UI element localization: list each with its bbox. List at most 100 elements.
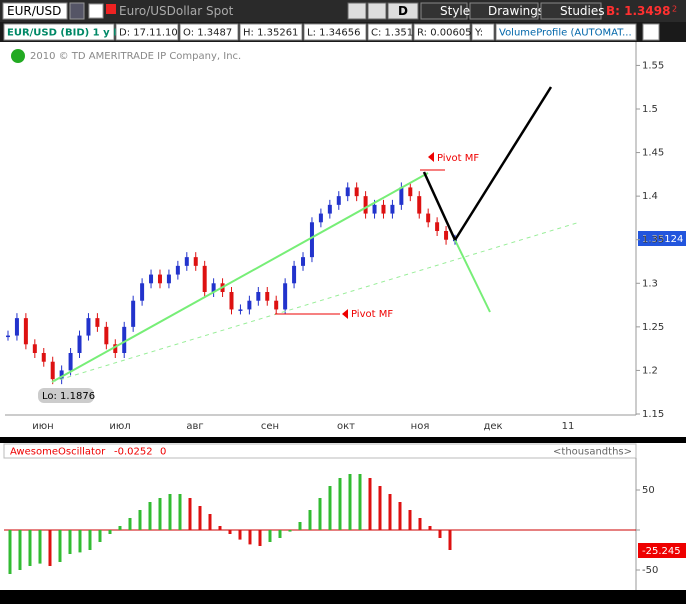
- oscillator-panel: [0, 443, 686, 590]
- info-icon[interactable]: [11, 49, 25, 63]
- candle: [274, 300, 279, 310]
- candle: [247, 300, 252, 310]
- x-tick-label: авг: [186, 421, 203, 432]
- copyright: 2010 © TD AMERITRADE IP Company, Inc.: [30, 51, 241, 62]
- link-button[interactable]: [69, 2, 85, 20]
- drawings-button[interactable]: [469, 2, 539, 20]
- y-tick-label: 1.4: [642, 191, 658, 202]
- tool-button[interactable]: [347, 2, 367, 20]
- candle: [301, 257, 306, 266]
- oscillator-units: <thousandths>: [553, 447, 632, 458]
- low-label: Lo: 1.1876: [42, 391, 95, 402]
- candle: [336, 196, 341, 205]
- symbol-box[interactable]: [2, 2, 68, 20]
- info-title: EUR/USD (BID) 1 y D: [7, 28, 121, 39]
- description: Euro/USDollar Spot: [119, 4, 234, 18]
- candle: [309, 222, 314, 258]
- studies-button[interactable]: [540, 2, 602, 20]
- candle: [381, 204, 386, 214]
- candle: [131, 300, 136, 327]
- last-price: 1.35124: [642, 234, 683, 245]
- candle: [265, 292, 270, 301]
- candle: [41, 353, 46, 362]
- candle: [140, 283, 145, 301]
- candle: [292, 265, 297, 284]
- info-open: O: 1.3487: [183, 28, 232, 39]
- candle: [363, 196, 368, 214]
- candle: [399, 187, 404, 205]
- info-cell: [115, 23, 179, 41]
- candle: [202, 265, 207, 292]
- pivot-arrow: [428, 152, 434, 162]
- studies[interactable]: Studies: [560, 4, 605, 18]
- aggregation-button[interactable]: [387, 2, 419, 20]
- aggregation[interactable]: D: [398, 4, 408, 18]
- y-tick-label: -50: [642, 565, 658, 576]
- candle: [68, 353, 73, 371]
- candle: [193, 257, 198, 266]
- candle: [184, 257, 189, 266]
- y-tick-label: 1.3: [642, 278, 658, 289]
- y-tick-label: 1.5: [642, 104, 658, 115]
- candle: [86, 318, 91, 336]
- grid-button[interactable]: [88, 3, 104, 19]
- candle: [50, 361, 55, 380]
- color-button[interactable]: [106, 4, 116, 14]
- drawings[interactable]: Drawings: [488, 4, 544, 18]
- y-tick-label: 1.35: [642, 235, 664, 246]
- candle: [32, 344, 37, 353]
- oscillator-last: -25.245: [642, 546, 681, 557]
- candle: [113, 344, 118, 353]
- info-high: H: 1.35261: [243, 28, 298, 39]
- x-tick-label: ноя: [411, 421, 430, 432]
- y-tick-label: 1.2: [642, 365, 658, 376]
- candle: [444, 231, 449, 240]
- oscillator-badge: [638, 543, 686, 558]
- low-badge: [38, 388, 94, 403]
- x-tick-label: 11: [562, 421, 575, 432]
- y-tick-label: 1.15: [642, 409, 664, 420]
- info-cell: [3, 23, 115, 41]
- style[interactable]: Style: [440, 4, 470, 18]
- candle: [426, 213, 431, 223]
- symbol[interactable]: EUR/USD: [7, 4, 61, 18]
- x-tick-label: дек: [483, 421, 502, 432]
- candle: [175, 265, 180, 275]
- x-tick-label: окт: [337, 421, 355, 432]
- info-cell: [303, 23, 367, 41]
- bid: B: 1.3498: [606, 4, 670, 18]
- info-cell: [367, 23, 413, 41]
- pivot-arrow: [342, 309, 348, 319]
- footer: [0, 590, 686, 604]
- settings-button[interactable]: [642, 23, 660, 41]
- info-study: VolumeProfile (AUTOMAT...: [499, 28, 632, 39]
- info-cell: [179, 23, 239, 41]
- candle: [14, 318, 19, 336]
- candle: [435, 222, 440, 231]
- candle: [6, 335, 10, 338]
- oscillator-header: [3, 443, 637, 459]
- y-tick-label: 50: [642, 485, 655, 496]
- tool-button[interactable]: [367, 2, 387, 20]
- info-date: D: 17.11.10: [119, 28, 178, 39]
- style-button[interactable]: [420, 2, 468, 20]
- oscillator-name: AwesomeOscillator: [10, 447, 106, 458]
- candle: [104, 326, 109, 345]
- candle: [211, 283, 216, 292]
- info-range: R: 0.00605: [417, 28, 472, 39]
- candle: [229, 292, 234, 310]
- candle: [354, 187, 359, 197]
- info-cell: [413, 23, 471, 41]
- candle: [256, 292, 261, 301]
- bid-fraction: 2: [672, 5, 677, 14]
- candle: [283, 283, 288, 310]
- separator: [0, 437, 686, 443]
- candle: [166, 274, 171, 284]
- oscillator-value: -0.0252: [114, 447, 153, 458]
- pivot-low: Pivot MF: [351, 309, 393, 320]
- x-tick-label: сен: [261, 421, 279, 432]
- candle: [372, 204, 377, 214]
- info-cell: [471, 23, 495, 41]
- projection-line: [454, 239, 491, 313]
- candle: [77, 335, 82, 353]
